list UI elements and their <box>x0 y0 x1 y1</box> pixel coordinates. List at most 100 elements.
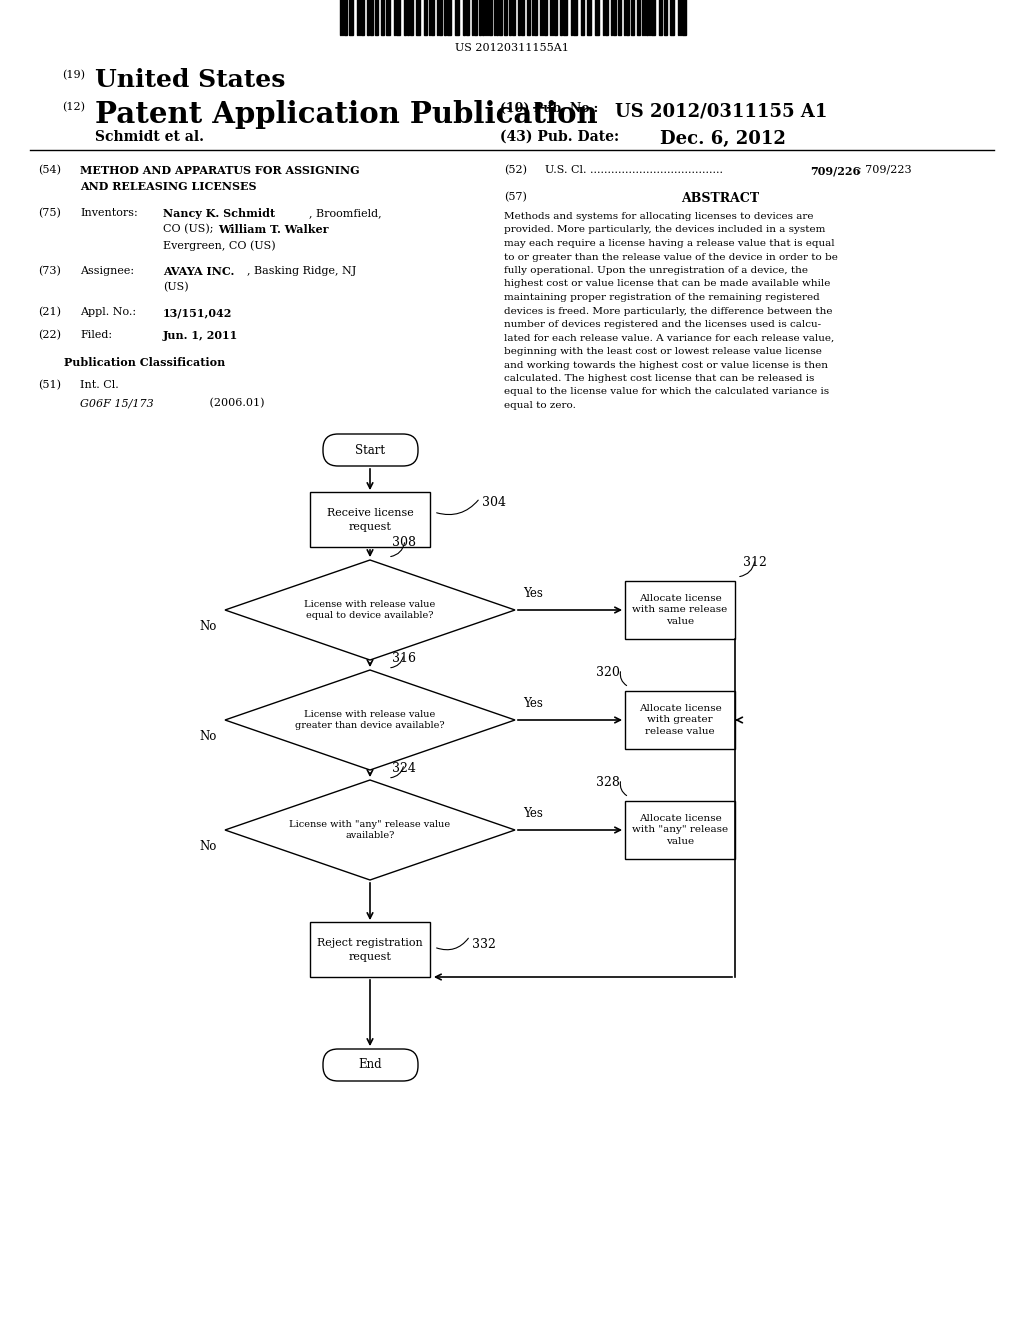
Bar <box>431 0 434 36</box>
Bar <box>439 0 441 36</box>
Text: 316: 316 <box>392 652 416 664</box>
Text: and working towards the highest cost or value license is then: and working towards the highest cost or … <box>504 360 828 370</box>
Text: Publication Classification: Publication Classification <box>65 356 225 368</box>
Text: 320: 320 <box>596 667 620 680</box>
Bar <box>518 0 519 36</box>
FancyBboxPatch shape <box>625 801 735 859</box>
Bar <box>496 0 498 36</box>
Text: Appl. No.:: Appl. No.: <box>80 308 136 317</box>
Text: 324: 324 <box>392 762 416 775</box>
Bar <box>618 0 621 36</box>
Text: Dec. 6, 2012: Dec. 6, 2012 <box>660 129 785 148</box>
Text: Nancy K. Schmidt: Nancy K. Schmidt <box>163 209 275 219</box>
Text: CO (US);: CO (US); <box>163 224 213 235</box>
Text: Assignee:: Assignee: <box>80 267 134 276</box>
Text: (2006.01): (2006.01) <box>193 399 264 408</box>
Bar <box>637 0 640 36</box>
Text: Allocate license
with "any" release
value: Allocate license with "any" release valu… <box>632 813 728 846</box>
Text: (10) Pub. No.:: (10) Pub. No.: <box>500 102 598 115</box>
Bar <box>682 0 686 36</box>
Text: United States: United States <box>95 69 286 92</box>
Text: (73): (73) <box>38 267 60 276</box>
Bar <box>595 0 599 36</box>
Text: Yes: Yes <box>523 807 543 820</box>
Text: equal to the license value for which the calculated variance is: equal to the license value for which the… <box>504 388 829 396</box>
Bar <box>499 0 502 36</box>
Text: ABSTRACT: ABSTRACT <box>681 191 759 205</box>
Text: lated for each release value. A variance for each release value,: lated for each release value. A variance… <box>504 334 835 342</box>
Bar <box>479 0 480 36</box>
Bar <box>466 0 469 36</box>
Bar <box>381 0 384 36</box>
Bar <box>527 0 529 36</box>
Bar <box>613 0 615 36</box>
Text: (51): (51) <box>38 380 61 391</box>
Text: number of devices registered and the licenses used is calcu-: number of devices registered and the lic… <box>504 319 821 329</box>
Bar <box>463 0 465 36</box>
Text: AVAYA INC.: AVAYA INC. <box>163 267 234 277</box>
Text: Int. Cl.: Int. Cl. <box>80 380 119 389</box>
Bar <box>410 0 413 36</box>
Bar <box>482 0 483 36</box>
Text: (43) Pub. Date:: (43) Pub. Date: <box>500 129 620 144</box>
Text: (52): (52) <box>504 165 527 176</box>
Text: (12): (12) <box>62 102 85 112</box>
Bar <box>474 0 476 36</box>
Bar <box>489 0 492 36</box>
Bar <box>554 0 557 36</box>
Bar <box>651 0 655 36</box>
Text: (19): (19) <box>62 70 85 81</box>
Bar <box>455 0 459 36</box>
Text: License with release value
greater than device available?: License with release value greater than … <box>295 710 444 730</box>
Text: (57): (57) <box>504 191 527 202</box>
Polygon shape <box>225 560 515 660</box>
Text: Start: Start <box>355 444 385 457</box>
Text: Inventors:: Inventors: <box>80 209 138 218</box>
Bar <box>416 0 420 36</box>
Text: License with release value
equal to device available?: License with release value equal to devi… <box>304 599 435 620</box>
Bar <box>563 0 567 36</box>
Bar <box>659 0 662 36</box>
Text: Receive license
request: Receive license request <box>327 508 414 532</box>
Text: 304: 304 <box>482 495 506 508</box>
Text: End: End <box>358 1059 382 1072</box>
Text: 13/151,042: 13/151,042 <box>163 308 232 318</box>
Text: (21): (21) <box>38 308 61 317</box>
Bar <box>367 0 369 36</box>
Text: beginning with the least cost or lowest release value license: beginning with the least cost or lowest … <box>504 347 822 356</box>
FancyBboxPatch shape <box>310 492 430 546</box>
Bar <box>544 0 547 36</box>
Bar <box>344 0 346 36</box>
Text: highest cost or value license that can be made available while: highest cost or value license that can b… <box>504 280 830 289</box>
Text: Jun. 1, 2011: Jun. 1, 2011 <box>163 330 239 341</box>
Text: License with "any" release value
available?: License with "any" release value availab… <box>290 820 451 841</box>
Bar <box>573 0 577 36</box>
Bar <box>521 0 524 36</box>
Bar <box>512 0 515 36</box>
Bar <box>509 0 511 36</box>
Text: 332: 332 <box>472 939 496 952</box>
Text: Yes: Yes <box>523 697 543 710</box>
Bar <box>631 0 634 36</box>
Bar <box>504 0 507 36</box>
Text: Patent Application Publication: Patent Application Publication <box>95 100 598 129</box>
Text: Yes: Yes <box>523 587 543 601</box>
Text: ; 709/223: ; 709/223 <box>858 165 911 176</box>
FancyBboxPatch shape <box>625 581 735 639</box>
Text: 709/226: 709/226 <box>810 165 860 176</box>
Text: calculated. The highest cost license that can be released is: calculated. The highest cost license tha… <box>504 374 814 383</box>
Bar <box>375 0 378 36</box>
Text: 308: 308 <box>392 536 416 549</box>
Text: (75): (75) <box>38 209 60 218</box>
FancyBboxPatch shape <box>625 690 735 748</box>
FancyBboxPatch shape <box>323 434 418 466</box>
Bar <box>581 0 584 36</box>
Polygon shape <box>225 671 515 770</box>
Bar <box>407 0 409 36</box>
Text: , Broomfield,: , Broomfield, <box>309 209 382 218</box>
Text: provided. More particularly, the devices included in a system: provided. More particularly, the devices… <box>504 226 825 235</box>
Bar <box>626 0 629 36</box>
Text: (US): (US) <box>163 282 188 292</box>
Text: equal to zero.: equal to zero. <box>504 401 575 411</box>
Text: Reject registration
request: Reject registration request <box>317 939 423 961</box>
